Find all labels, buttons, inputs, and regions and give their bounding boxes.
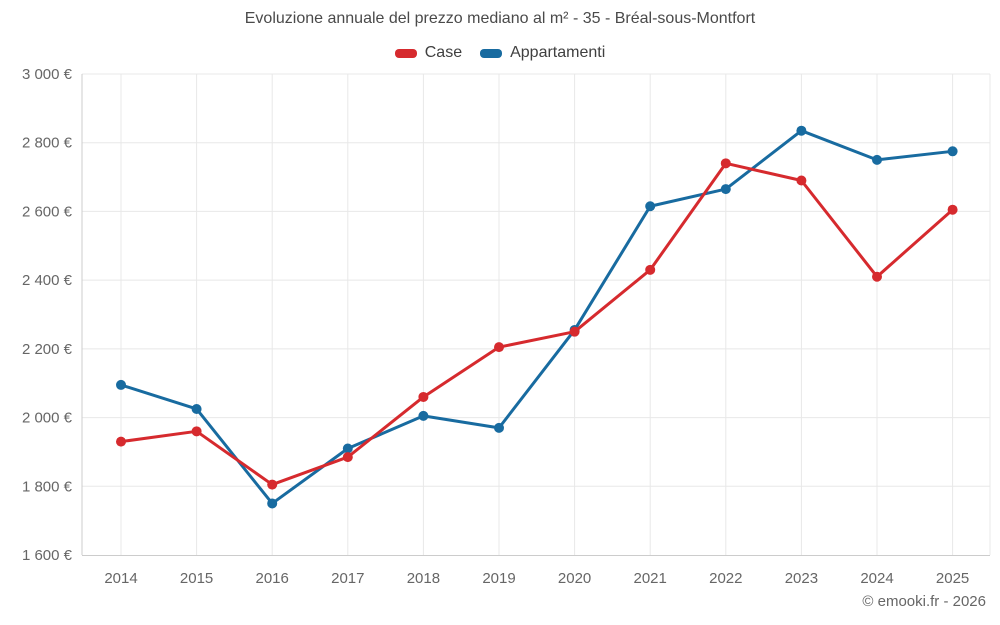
series-appartamenti[interactable] (116, 125, 958, 509)
data-point-case-2025[interactable] (947, 204, 958, 215)
x-tick-label: 2021 (634, 570, 667, 587)
x-gridlines (120, 74, 991, 555)
data-point-case-2016[interactable] (267, 479, 278, 490)
legend-label-appartamenti: Appartamenti (510, 44, 606, 61)
legend-swatch-appartamenti-icon (480, 48, 503, 58)
legend-label-case: Case (424, 44, 463, 61)
copyright: © emooki.fr - 2026 (862, 593, 986, 610)
data-point-appartamenti-2015[interactable] (191, 403, 202, 414)
series-line-appartamenti (119, 129, 955, 505)
data-point-case-2019[interactable] (494, 342, 504, 353)
data-point-appartamenti-2023[interactable] (796, 125, 807, 136)
y-tick-label: 2 200 € (22, 341, 73, 358)
legend-item-appartamenti[interactable]: Appartamenti (480, 44, 605, 62)
y-axis-labels: 1 600 € 1 800 € 2 000 € 2 200 € 2 400 € 2 600… (22, 66, 73, 564)
y-tick-label: 1 800 € (22, 478, 73, 495)
x-tick-label: 2016 (256, 570, 289, 587)
data-point-appartamenti-2017[interactable] (342, 443, 353, 454)
x-tick-label: 2017 (331, 570, 364, 587)
x-tick-label: 2025 (936, 570, 969, 587)
legend-item-case[interactable]: Case (394, 44, 463, 62)
y-tick-label: 1 600 € (22, 547, 73, 564)
data-point-case-2020[interactable] (569, 326, 580, 337)
data-point-appartamenti-2021[interactable] (645, 201, 656, 212)
chart-title: Evoluzione annuale del prezzo mediano al… (244, 10, 756, 27)
x-tick-label: 2022 (709, 570, 742, 587)
x-tick-label: 2014 (104, 570, 137, 587)
x-tick-label: 2020 (558, 570, 591, 587)
y-tick-label: 2 600 € (22, 203, 73, 220)
series-line-case (119, 161, 955, 487)
data-point-case-2022[interactable] (720, 158, 731, 169)
series-case[interactable] (116, 158, 958, 490)
x-tick-label: 2018 (407, 570, 440, 587)
data-point-case-2018[interactable] (418, 391, 429, 402)
data-point-case-2021[interactable] (645, 264, 656, 275)
data-point-case-2017[interactable] (342, 452, 353, 463)
y-gridlines (82, 73, 990, 487)
data-point-case-2023[interactable] (796, 175, 807, 186)
data-point-appartamenti-2019[interactable] (494, 422, 504, 433)
axis-lines (81, 74, 990, 556)
x-tick-label: 2024 (860, 570, 893, 587)
y-tick-label: 3 000 € (22, 66, 73, 83)
x-axis-labels: 2014 2015 2016 2017 2018 2019 2020 2021 2022 2023… (104, 570, 969, 587)
x-tick-label: 2019 (482, 570, 515, 587)
data-point-case-2024[interactable] (872, 271, 882, 282)
legend-swatch-case-icon (394, 48, 417, 58)
data-point-appartamenti-2018[interactable] (418, 410, 429, 421)
data-point-case-2014[interactable] (116, 436, 126, 447)
data-point-case-2015[interactable] (191, 426, 202, 437)
chart-legend: Case Appartamenti (0, 44, 1000, 62)
data-point-appartamenti-2014[interactable] (116, 379, 126, 390)
x-tick-label: 2023 (785, 570, 818, 587)
data-point-appartamenti-2022[interactable] (720, 184, 731, 195)
y-tick-label: 2 400 € (22, 272, 73, 289)
data-point-appartamenti-2016[interactable] (267, 498, 278, 509)
x-tick-label: 2015 (180, 570, 213, 587)
y-tick-label: 2 000 € (22, 410, 73, 427)
data-point-appartamenti-2024[interactable] (872, 154, 882, 165)
y-tick-label: 2 800 € (22, 135, 73, 152)
data-point-appartamenti-2025[interactable] (947, 146, 958, 157)
